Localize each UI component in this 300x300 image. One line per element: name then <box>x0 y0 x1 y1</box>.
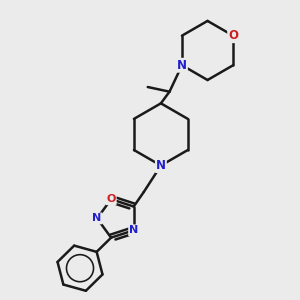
Text: O: O <box>106 194 116 204</box>
Text: O: O <box>228 29 238 42</box>
Text: N: N <box>92 213 102 224</box>
Text: N: N <box>129 225 138 235</box>
Text: N: N <box>156 159 166 172</box>
Text: N: N <box>177 59 187 72</box>
